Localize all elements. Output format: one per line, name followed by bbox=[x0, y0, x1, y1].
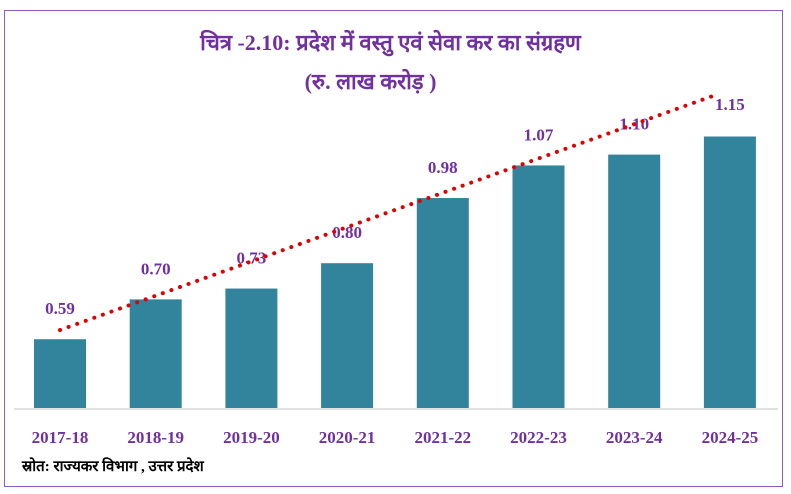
chart-title: चित्र -2.10: प्रदेश में वस्तु एवं सेवा क… bbox=[200, 30, 581, 55]
data-label: 0.59 bbox=[45, 299, 75, 318]
x-tick-label: 2018-19 bbox=[127, 428, 184, 447]
data-label: 0.73 bbox=[237, 249, 267, 268]
bar-2023-24 bbox=[608, 154, 661, 408]
bar-2022-23 bbox=[512, 165, 565, 408]
x-tick-label: 2024-25 bbox=[702, 428, 759, 447]
bar-2021-22 bbox=[416, 198, 469, 408]
bar-2018-19 bbox=[129, 299, 182, 408]
data-label: 0.80 bbox=[332, 223, 362, 242]
x-tick-label: 2020-21 bbox=[319, 428, 376, 447]
x-tick-label: 2023-24 bbox=[606, 428, 663, 447]
source-note: स्रोत: राज्यकर विभाग , उत्तर प्रदेश bbox=[22, 459, 204, 475]
x-tick-label: 2017-18 bbox=[32, 428, 89, 447]
bar-2017-18 bbox=[34, 339, 86, 408]
data-label: 1.07 bbox=[524, 125, 554, 144]
bar-2020-21 bbox=[321, 263, 374, 408]
trendline bbox=[58, 93, 717, 333]
data-label: 0.70 bbox=[141, 259, 171, 278]
data-label: 1.15 bbox=[715, 95, 745, 114]
x-tick-label: 2022-23 bbox=[510, 428, 567, 447]
bar-2019-20 bbox=[225, 288, 278, 408]
chart-subtitle: (रु. लाख करोड़ ) bbox=[304, 69, 437, 94]
x-tick-label: 2021-22 bbox=[414, 428, 471, 447]
chart-frame bbox=[4, 10, 783, 487]
x-tick-label: 2019-20 bbox=[223, 428, 280, 447]
data-label: 0.98 bbox=[428, 158, 458, 177]
bar-2024-25 bbox=[703, 136, 756, 408]
